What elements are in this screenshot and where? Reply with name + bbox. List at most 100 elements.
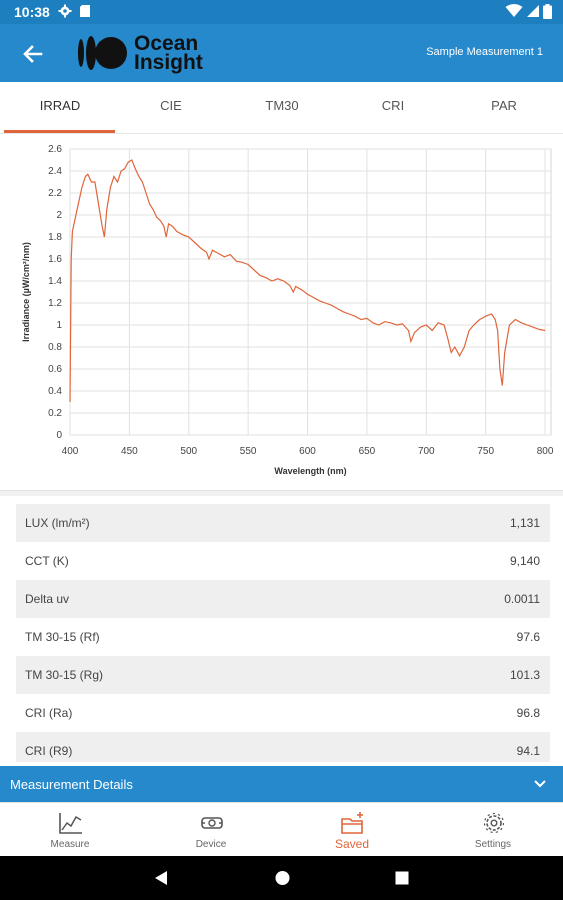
- arrow-back-icon: [23, 45, 43, 63]
- x-tick-label: 500: [180, 446, 197, 457]
- x-tick-label: 700: [418, 446, 435, 457]
- y-tick-label: 1.2: [48, 298, 62, 309]
- metric-value: 94.1: [516, 744, 540, 758]
- gear-icon: [483, 812, 505, 834]
- nav-measure-label: Measure: [50, 839, 90, 850]
- sd-card-icon: [79, 4, 91, 23]
- system-home-button[interactable]: [275, 870, 290, 891]
- metric-row-cri-r9: CRI (R9) 94.1: [16, 732, 550, 762]
- chart-svg: 400 450 500 550 600 650 700 750 800 0 0.2 0.4 0.6 0.8…: [21, 144, 554, 476]
- x-tick-label: 550: [240, 446, 257, 457]
- y-tick-label: 0.4: [48, 386, 62, 397]
- tab-cie[interactable]: CIE: [160, 98, 182, 113]
- logo-mark-icon: [78, 36, 127, 70]
- x-tick-label: 450: [121, 446, 138, 457]
- y-axis-label: Irradiance (µW/cm²/nm): [21, 242, 31, 342]
- metric-label: Delta uv: [25, 592, 70, 606]
- metric-label: TM 30-15 (Rf): [25, 630, 100, 644]
- series-line: [69, 159, 546, 403]
- metric-label: CRI (Ra): [25, 706, 73, 720]
- metric-row-cct: CCT (K) 9,140: [16, 542, 550, 580]
- y-tick-label: 0.6: [48, 364, 62, 375]
- status-time: 10:38: [14, 4, 50, 20]
- y-tick-label: 2.6: [48, 144, 62, 155]
- nav-device-label: Device: [195, 839, 227, 850]
- y-tick-label: 1: [56, 320, 62, 331]
- signal-icon: [526, 4, 540, 23]
- settings-status-icon: [58, 4, 72, 23]
- x-axis-label: Wavelength (nm): [274, 466, 346, 476]
- chart-grid: [69, 148, 552, 436]
- system-back-button[interactable]: [154, 870, 168, 891]
- nav-settings-label: Settings: [474, 839, 512, 850]
- tab-active-indicator: [4, 130, 115, 133]
- plot-frame: [69, 148, 552, 436]
- y-tick-label: 0: [56, 430, 62, 441]
- nav-settings[interactable]: Settings: [423, 803, 563, 857]
- metric-row-delta-uv: Delta uv 0.0011: [16, 580, 550, 618]
- battery-icon: [543, 4, 552, 24]
- nav-measure[interactable]: Measure: [0, 803, 140, 857]
- measurement-title: Sample Measurement 1: [426, 46, 543, 58]
- nav-saved-label: Saved: [334, 837, 370, 851]
- triangle-back-icon: [155, 871, 167, 885]
- x-tick-label: 600: [299, 446, 316, 457]
- system-navigation-bar: [0, 856, 563, 900]
- status-bar: 10:38: [0, 0, 563, 24]
- tab-bar: IRRAD CIE TM30 CRI PAR: [0, 82, 563, 134]
- y-tick-label: 1.8: [48, 232, 62, 243]
- x-tick-label: 400: [62, 446, 79, 457]
- logo-line-1: Ocean: [134, 32, 199, 55]
- measurement-details-label: Measurement Details: [10, 777, 133, 792]
- metric-label: CRI (R9): [25, 744, 73, 758]
- tab-par[interactable]: PAR: [491, 98, 517, 113]
- y-tick-label: 2.2: [48, 188, 62, 199]
- square-recents-icon: [395, 871, 409, 885]
- ocean-insight-logo: Ocean Insight: [74, 32, 224, 74]
- y-tick-label: 2.4: [48, 166, 62, 177]
- chart-ticks: 400 450 500 550 600 650 700 750 800 0 0.2 0.4 0.6 0.8…: [48, 144, 554, 457]
- metric-value: 97.6: [516, 630, 540, 644]
- x-tick-label: 750: [477, 446, 494, 457]
- circle-home-icon: [275, 871, 290, 885]
- tab-tm30[interactable]: TM30: [265, 98, 299, 113]
- tab-cri[interactable]: CRI: [381, 98, 405, 113]
- device-icon: [201, 817, 223, 829]
- metric-row-tm30-rf: TM 30-15 (Rf) 97.6: [16, 618, 550, 656]
- metric-value: 1,131: [509, 516, 540, 530]
- folder-add-icon: [341, 812, 363, 834]
- system-recents-button[interactable]: [395, 870, 409, 891]
- back-button[interactable]: [18, 39, 48, 69]
- metric-value: 0.0011: [504, 592, 540, 606]
- metric-value: 101.3: [509, 668, 540, 682]
- tab-irrad[interactable]: IRRAD: [39, 98, 81, 113]
- metric-label: TM 30-15 (Rg): [25, 668, 104, 682]
- chart-line-icon: [59, 813, 82, 834]
- nav-saved[interactable]: Saved: [282, 803, 422, 857]
- bottom-navigation: Measure Device Saved Settings: [0, 802, 563, 856]
- y-tick-label: 1.6: [48, 254, 62, 265]
- y-tick-label: 0.8: [48, 342, 62, 353]
- irradiance-chart: 400 450 500 550 600 650 700 750 800 0 0.2 0.4 0.6 0.8…: [0, 134, 563, 490]
- metric-row-cri-ra: CRI (Ra) 96.8: [16, 694, 550, 732]
- wifi-icon: [505, 4, 523, 23]
- metric-value: 9,140: [509, 554, 540, 568]
- logo-text: Ocean Insight: [134, 32, 203, 74]
- y-tick-label: 1.4: [48, 276, 62, 287]
- logo-line-2: Insight: [134, 51, 203, 74]
- metric-row-lux: LUX (lm/m²) 1,131: [16, 504, 550, 542]
- measurement-details-toggle[interactable]: Measurement Details: [0, 766, 563, 802]
- metric-label: LUX (lm/m²): [25, 516, 90, 530]
- x-tick-label: 650: [359, 446, 376, 457]
- y-tick-label: 2: [56, 210, 62, 221]
- x-tick-label: 800: [537, 446, 554, 457]
- metric-value: 96.8: [516, 706, 540, 720]
- metrics-list[interactable]: LUX (lm/m²) 1,131 CCT (K) 9,140 Delta uv…: [16, 504, 550, 762]
- y-tick-label: 0.2: [48, 408, 62, 419]
- metric-row-tm30-rg: TM 30-15 (Rg) 101.3: [16, 656, 550, 694]
- chevron-down-icon: [533, 777, 547, 792]
- metric-label: CCT (K): [25, 554, 69, 568]
- app-bar: Ocean Insight Sample Measurement 1: [0, 24, 563, 82]
- nav-device[interactable]: Device: [141, 803, 281, 857]
- separator: [0, 490, 563, 496]
